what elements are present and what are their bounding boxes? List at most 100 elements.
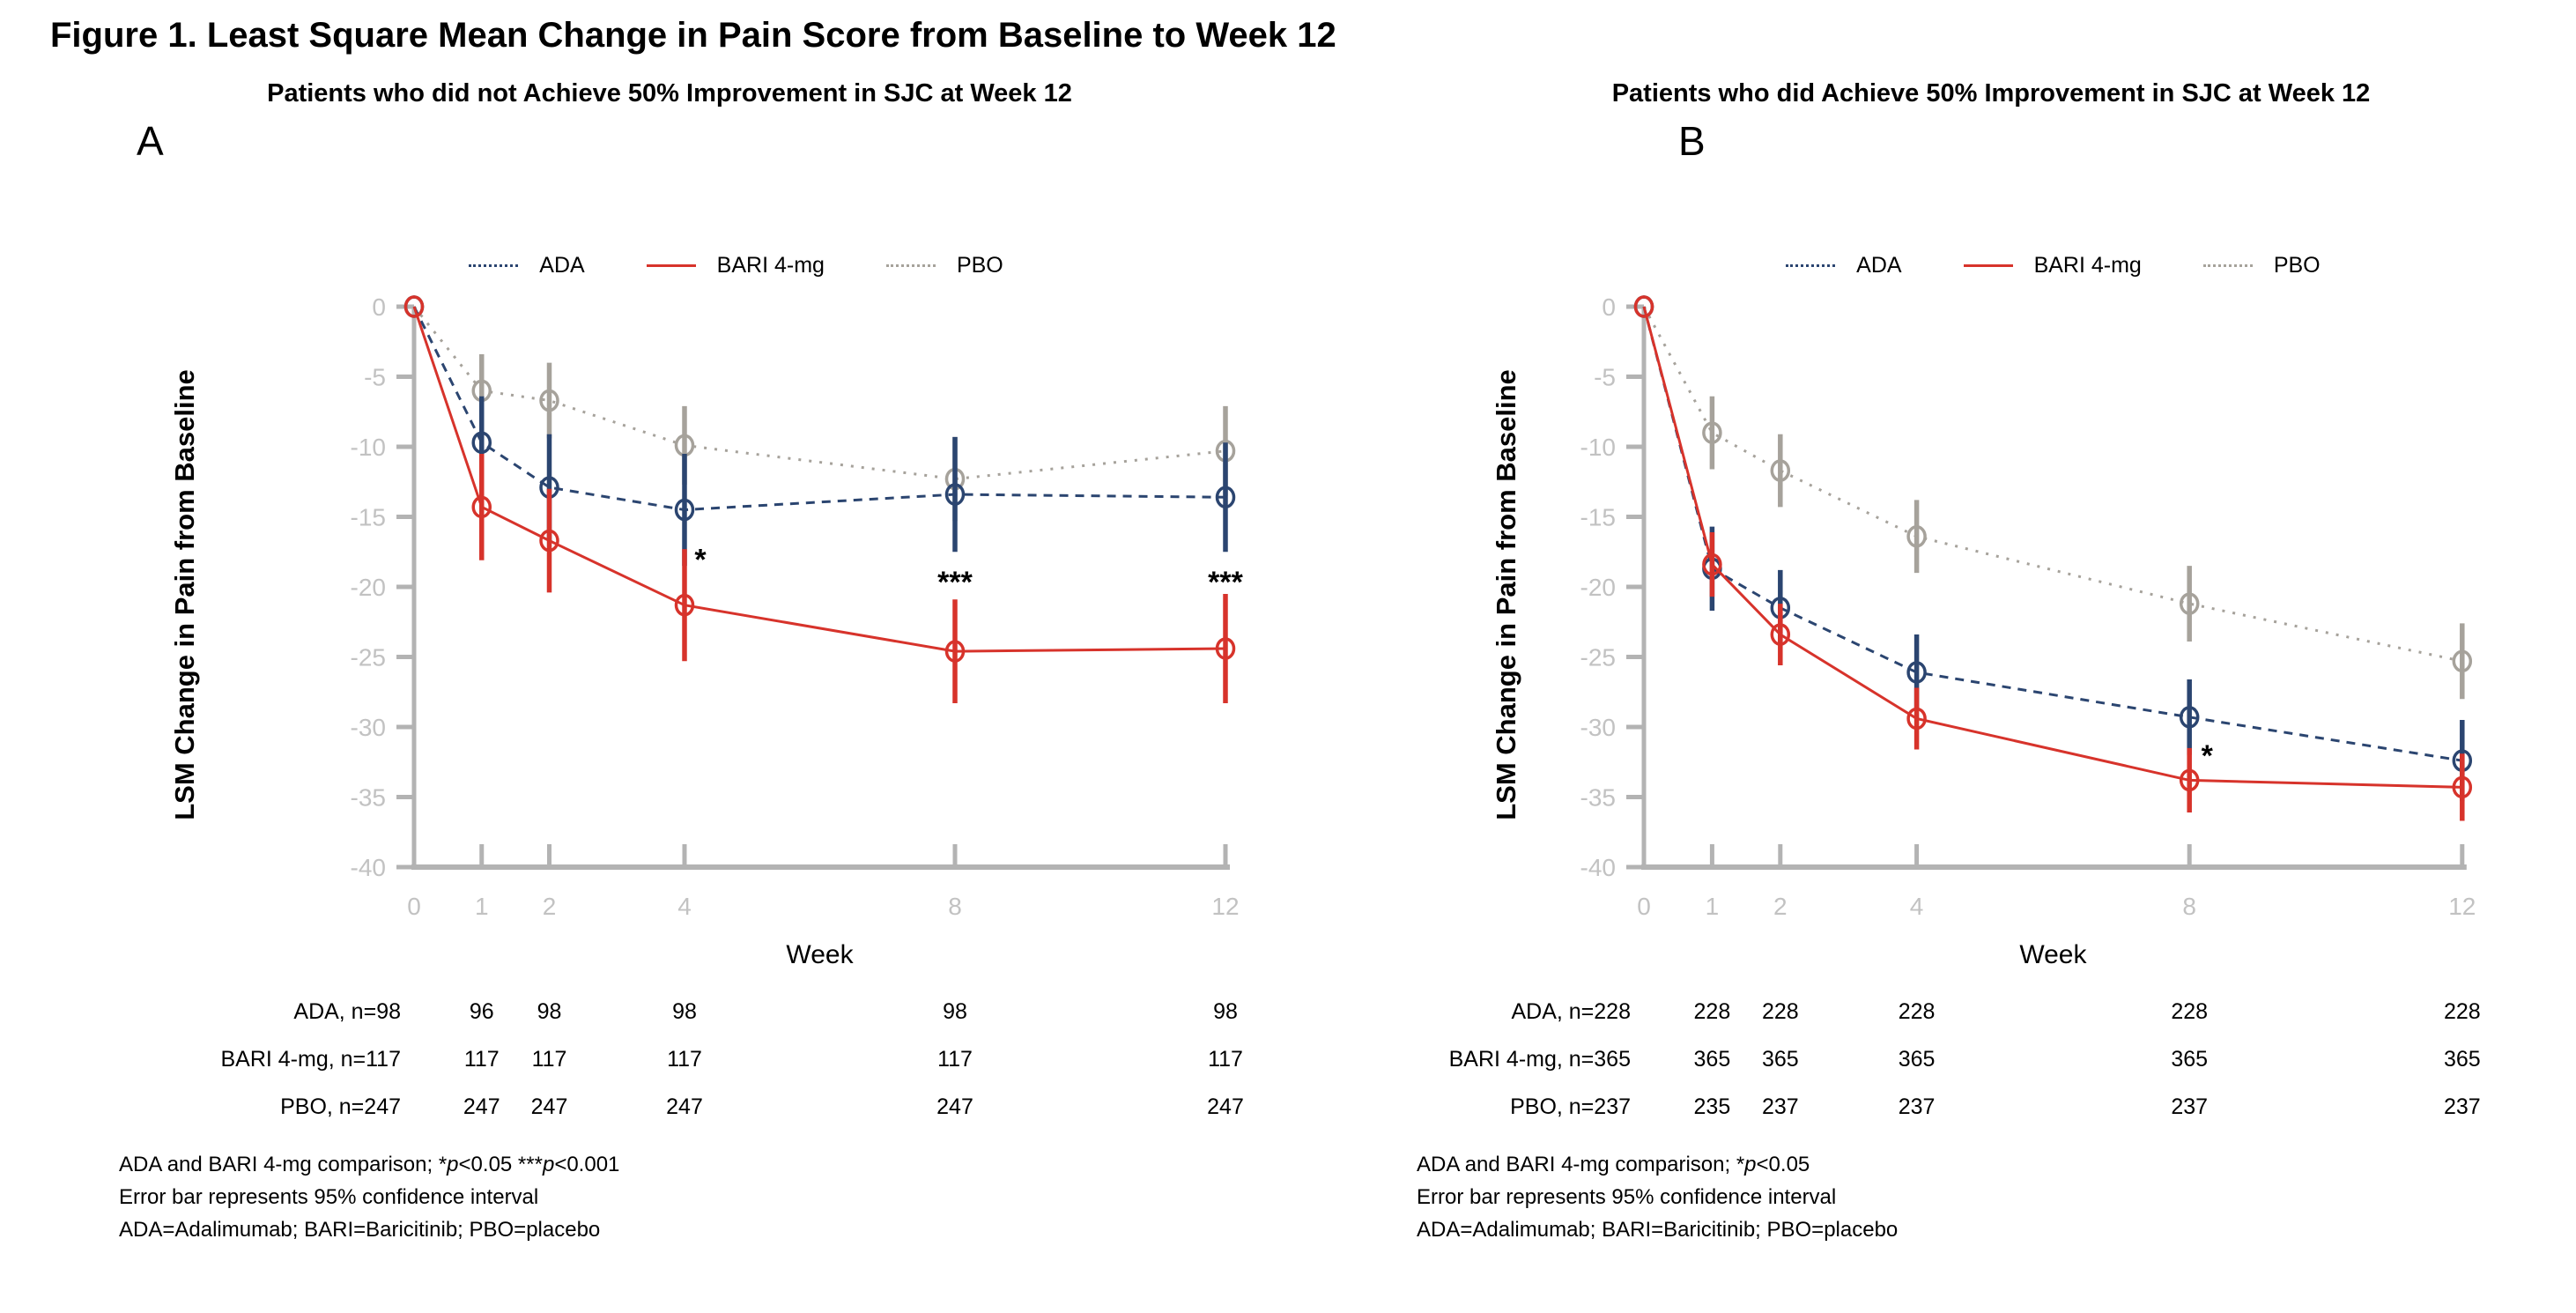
table-value: 117 bbox=[532, 1047, 567, 1072]
footnote-line: Error bar represents 95% confidence inte… bbox=[119, 1185, 539, 1209]
series-line bbox=[1642, 306, 2463, 762]
y-tick-label: -40 bbox=[351, 854, 386, 881]
panel-a-legend: ADA BARI 4-mg PBO bbox=[330, 251, 1142, 279]
table-value: 247 bbox=[463, 1094, 500, 1119]
table-value: 247 bbox=[936, 1094, 973, 1119]
y-tick-label: -30 bbox=[1580, 714, 1616, 741]
table-value: 228 bbox=[1694, 999, 1731, 1024]
data-point-marker bbox=[1906, 525, 1927, 548]
y-tick-label: -20 bbox=[351, 574, 386, 601]
legend-label: ADA bbox=[1856, 252, 1902, 278]
table-value: 228 bbox=[2444, 999, 2481, 1024]
data-point-marker bbox=[674, 498, 695, 522]
table-row-label: ADA, n=98 bbox=[293, 999, 401, 1024]
x-tick-label: 4 bbox=[1910, 893, 1924, 920]
y-tick-label: -5 bbox=[364, 364, 386, 391]
legend-line-sample-icon bbox=[885, 263, 936, 267]
y-tick-label: -10 bbox=[1580, 434, 1616, 461]
series-pbo bbox=[1633, 295, 2473, 700]
data-point-marker bbox=[1906, 661, 1927, 684]
series-line bbox=[1642, 306, 2463, 663]
y-tick-label: -5 bbox=[1594, 364, 1616, 391]
table-row-label: BARI 4-mg, n=117 bbox=[220, 1047, 401, 1072]
data-point-marker bbox=[2179, 706, 2200, 729]
legend-label: BARI 4-mg bbox=[2033, 252, 2142, 278]
data-point-marker bbox=[1215, 486, 1236, 508]
significance-annotation: * bbox=[2202, 739, 2214, 773]
significance-annotation: *** bbox=[1208, 566, 1243, 599]
legend-item-pbo: PBO bbox=[2202, 252, 2321, 278]
y-tick-label: -25 bbox=[351, 644, 386, 671]
legend-item-bari-4-mg: BARI 4-mg bbox=[1963, 252, 2142, 278]
data-point-marker bbox=[2452, 649, 2473, 673]
data-point-marker bbox=[1770, 623, 1791, 646]
x-tick-label: 2 bbox=[1773, 893, 1788, 920]
footnote-line: ADA and BARI 4-mg comparison; *p<0.05 **… bbox=[119, 1153, 620, 1176]
x-tick-label: 12 bbox=[1211, 893, 1239, 920]
y-tick-label: -20 bbox=[1580, 574, 1616, 601]
data-point-marker bbox=[1770, 459, 1791, 482]
x-tick-label: 4 bbox=[677, 893, 692, 920]
legend-line-sample-icon bbox=[1963, 263, 2013, 267]
footnote-line: ADA and BARI 4-mg comparison; *p<0.05 bbox=[1417, 1153, 1810, 1176]
panel-b-footnotes: ADA and BARI 4-mg comparison; *p<0.05 Err… bbox=[1417, 1148, 2386, 1246]
table-value: 228 bbox=[1899, 999, 1936, 1024]
table-value: 228 bbox=[2171, 999, 2208, 1024]
table-value: 117 bbox=[1208, 1047, 1243, 1072]
series-bari-4-mg bbox=[403, 295, 1236, 703]
series-ada bbox=[1633, 295, 2473, 802]
data-point-marker bbox=[1702, 421, 1722, 444]
data-point-marker bbox=[674, 593, 695, 617]
x-axis-title: Week bbox=[2019, 940, 2087, 969]
data-point-marker bbox=[1702, 553, 1722, 576]
series-line bbox=[1642, 306, 2462, 789]
legend-label: PBO bbox=[2273, 252, 2321, 278]
legend-item-pbo: PBO bbox=[885, 252, 1003, 278]
x-tick-label: 1 bbox=[1706, 893, 1720, 920]
table-value: 98 bbox=[1213, 999, 1238, 1024]
legend-line-sample-icon bbox=[1786, 263, 1836, 267]
data-point-marker bbox=[539, 529, 559, 553]
y-tick-label: -30 bbox=[351, 714, 386, 741]
x-tick-label: 0 bbox=[407, 893, 421, 920]
table-row-label: PBO, n=237 bbox=[1510, 1094, 1631, 1119]
table-value: 228 bbox=[1762, 999, 1799, 1024]
table-value: 247 bbox=[531, 1094, 568, 1119]
table-value: 237 bbox=[1899, 1094, 1936, 1119]
y-tick-label: -35 bbox=[351, 784, 386, 812]
legend-item-bari-4-mg: BARI 4-mg bbox=[646, 253, 825, 278]
series-ada bbox=[403, 295, 1236, 567]
data-point-marker bbox=[2179, 768, 2200, 792]
data-point-marker bbox=[471, 495, 492, 519]
data-point-marker bbox=[2179, 592, 2200, 615]
table-value: 96 bbox=[470, 999, 494, 1024]
series-line bbox=[412, 306, 1226, 512]
data-point-marker bbox=[944, 483, 966, 506]
y-axis-title: LSM Change in Pain from Baseline bbox=[169, 369, 200, 820]
data-point-marker bbox=[1906, 707, 1927, 731]
series-bari-4-mg bbox=[1633, 295, 2473, 821]
table-value: 117 bbox=[667, 1047, 702, 1072]
significance-annotation: * bbox=[694, 543, 707, 576]
table-value: 235 bbox=[1694, 1094, 1731, 1119]
table-value: 237 bbox=[2444, 1094, 2481, 1119]
y-tick-label: -10 bbox=[351, 434, 386, 461]
x-tick-label: 2 bbox=[543, 893, 557, 920]
x-tick-label: 1 bbox=[475, 893, 489, 920]
table-value: 365 bbox=[2444, 1047, 2481, 1072]
legend-line-sample-icon bbox=[646, 263, 696, 267]
figure-title: Figure 1. Least Square Mean Change in Pa… bbox=[50, 16, 1336, 55]
legend-item-ada: ADA bbox=[469, 253, 585, 278]
table-value: 365 bbox=[1762, 1047, 1799, 1072]
panel-a-title: Patients who did not Achieve 50% Improve… bbox=[267, 79, 1072, 108]
footnote-line: ADA=Adalimumab; BARI=Baricitinib; PBO=pl… bbox=[119, 1218, 601, 1242]
footnote-line: Error bar represents 95% confidence inte… bbox=[1417, 1185, 1837, 1209]
series-line bbox=[412, 306, 1226, 481]
legend-label: PBO bbox=[956, 252, 1003, 278]
table-row-label: BARI 4-mg, n=365 bbox=[1449, 1047, 1631, 1072]
table-value: 237 bbox=[1762, 1094, 1799, 1119]
y-tick-label: 0 bbox=[1602, 293, 1616, 321]
data-point-marker bbox=[1215, 637, 1236, 660]
legend-line-sample-icon bbox=[2202, 263, 2253, 267]
